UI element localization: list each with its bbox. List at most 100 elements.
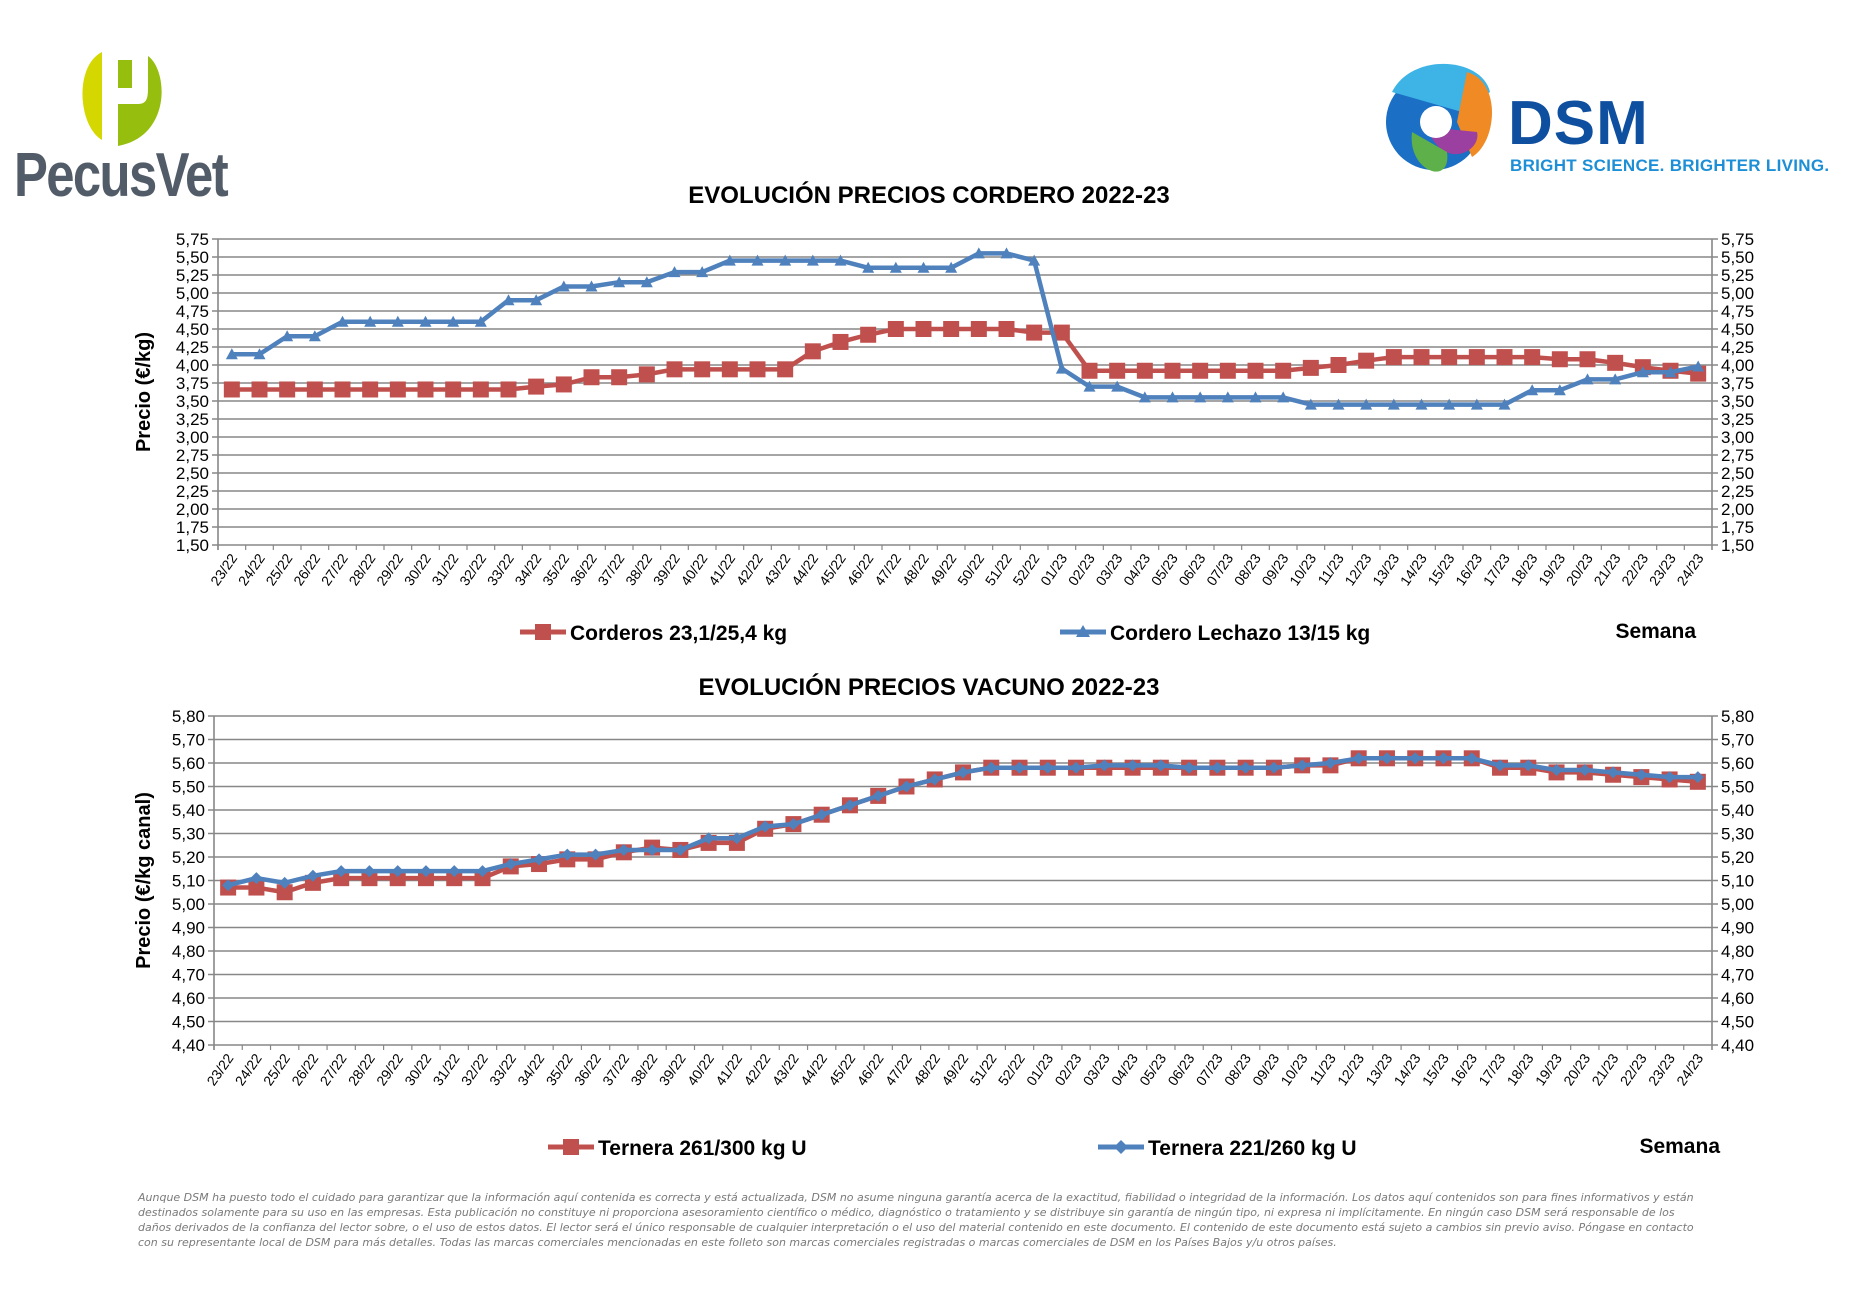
data-point-triangle — [1111, 380, 1124, 392]
y-tick-label-left: 5,80 — [172, 707, 205, 726]
data-point-diamond — [533, 853, 546, 866]
data-point-triangle — [253, 348, 266, 360]
x-tick-label: 37/22 — [599, 1050, 632, 1088]
chart-1-title: EVOLUCIÓN PRECIOS CORDERO 2022-23 — [688, 182, 1170, 209]
x-tick-label: 25/22 — [260, 1050, 293, 1088]
data-point-triangle — [1387, 398, 1400, 410]
data-point-triangle — [530, 294, 543, 306]
data-point-triangle — [1692, 360, 1705, 372]
data-point-diamond — [589, 848, 602, 861]
x-tick-label: 35/22 — [539, 550, 572, 588]
data-point-triangle — [1664, 366, 1677, 378]
y-tick-label-left: 5,60 — [172, 754, 205, 773]
x-tick-label: 21/23 — [1588, 1050, 1621, 1088]
x-tick-label: 33/22 — [484, 550, 517, 588]
y-tick-label-left: 4,50 — [176, 320, 209, 339]
data-point-triangle — [806, 254, 819, 266]
x-tick-label: 29/22 — [373, 550, 406, 588]
x-tick-label: 01/23 — [1037, 550, 1070, 588]
data-point-square — [998, 321, 1015, 337]
y-tick-label-left: 4,25 — [176, 338, 209, 357]
x-tick-label: 24/23 — [1673, 1050, 1706, 1088]
x-tick-label: 34/22 — [514, 1050, 547, 1088]
y-tick-label-right: 5,70 — [1721, 731, 1754, 750]
x-tick-label: 01/23 — [1023, 1050, 1056, 1088]
data-point-square — [555, 376, 572, 393]
data-point-triangle — [1028, 254, 1041, 266]
x-tick-label: 43/22 — [769, 1050, 802, 1088]
y-tick-label-right: 5,75 — [1721, 230, 1754, 249]
y-tick-label-left: 5,00 — [176, 284, 209, 303]
x-tick-label: 07/23 — [1193, 1050, 1226, 1088]
data-point-diamond — [1494, 759, 1507, 772]
x-tick-label: 39/22 — [656, 1050, 689, 1088]
data-point-square — [1468, 349, 1485, 366]
data-point-square — [943, 321, 960, 337]
x-tick-label: 21/23 — [1590, 550, 1623, 588]
y-tick-label-right: 3,00 — [1721, 428, 1754, 447]
legend-marker-diamond — [1114, 1140, 1128, 1154]
x-tick-label: 38/22 — [627, 1050, 660, 1088]
data-point-square — [306, 381, 323, 398]
x-tick-label: 46/22 — [853, 1050, 886, 1088]
data-point-square — [1551, 351, 1568, 368]
y-tick-label-left: 4,50 — [172, 1013, 205, 1032]
x-tick-label: 36/22 — [567, 550, 600, 588]
y-tick-label-left: 5,00 — [172, 895, 205, 914]
x-tick-label: 23/23 — [1645, 1050, 1678, 1088]
pecusvet-wordmark: PecusVet — [14, 141, 229, 210]
y-tick-label-left: 3,50 — [176, 392, 209, 411]
x-tick-label: 05/23 — [1136, 1050, 1169, 1088]
x-tick-label: 19/23 — [1532, 1050, 1565, 1088]
y-tick-label-left: 4,80 — [172, 942, 205, 961]
x-tick-label: 45/22 — [816, 550, 849, 588]
legend-marker-triangle — [1076, 625, 1090, 637]
data-point-square — [389, 381, 406, 398]
x-tick-label: 38/22 — [622, 550, 655, 588]
data-point-square — [1358, 352, 1375, 369]
x-tick-label: 03/23 — [1092, 550, 1125, 588]
x-tick-label: 37/22 — [594, 550, 627, 588]
y-tick-label-right: 5,10 — [1721, 872, 1754, 891]
y-tick-label-right: 5,00 — [1721, 284, 1754, 303]
data-point-square — [445, 381, 462, 398]
data-point-square — [1579, 351, 1596, 368]
y-tick-label-right: 4,80 — [1721, 942, 1754, 961]
x-tick-label: 11/23 — [1306, 1050, 1339, 1087]
data-point-diamond — [1380, 752, 1393, 765]
dsm-tagline: BRIGHT SCIENCE. BRIGHTER LIVING. — [1510, 156, 1830, 175]
x-tick-label: 24/22 — [235, 550, 268, 588]
y-tick-label-left: 5,30 — [172, 825, 205, 844]
x-tick-label: 13/23 — [1362, 1050, 1395, 1088]
x-tick-label: 39/22 — [650, 550, 683, 588]
data-point-triangle — [723, 254, 736, 266]
x-tick-label: 46/22 — [843, 550, 876, 588]
data-point-square — [389, 870, 406, 887]
x-tick-label: 27/22 — [318, 550, 351, 588]
data-point-triangle — [1581, 373, 1594, 385]
series-line-1 — [231, 251, 1699, 407]
data-point-triangle — [640, 276, 653, 288]
x-tick-label: 03/23 — [1080, 1050, 1113, 1088]
data-point-diamond — [730, 832, 743, 845]
data-point-square — [446, 870, 463, 887]
data-point-triangle — [225, 348, 238, 360]
x-tick-label: 17/23 — [1475, 1050, 1508, 1088]
y-tick-label-right: 2,75 — [1721, 446, 1754, 465]
data-point-square — [1496, 349, 1513, 366]
data-point-diamond — [1437, 752, 1450, 765]
y-tick-label-right: 4,00 — [1721, 356, 1754, 375]
data-point-triangle — [281, 330, 294, 342]
x-tick-label: 09/23 — [1258, 550, 1291, 588]
data-point-diamond — [1183, 761, 1196, 774]
y-tick-label-right: 3,75 — [1721, 374, 1754, 393]
data-point-triangle — [1083, 380, 1096, 392]
data-point-diamond — [702, 832, 715, 845]
data-point-triangle — [1055, 362, 1068, 374]
data-point-triangle — [1498, 398, 1511, 410]
data-point-triangle — [834, 254, 847, 266]
data-point-square — [694, 361, 711, 378]
data-point-diamond — [335, 865, 348, 878]
data-point-square — [528, 378, 545, 395]
data-point-diamond — [1522, 759, 1535, 772]
